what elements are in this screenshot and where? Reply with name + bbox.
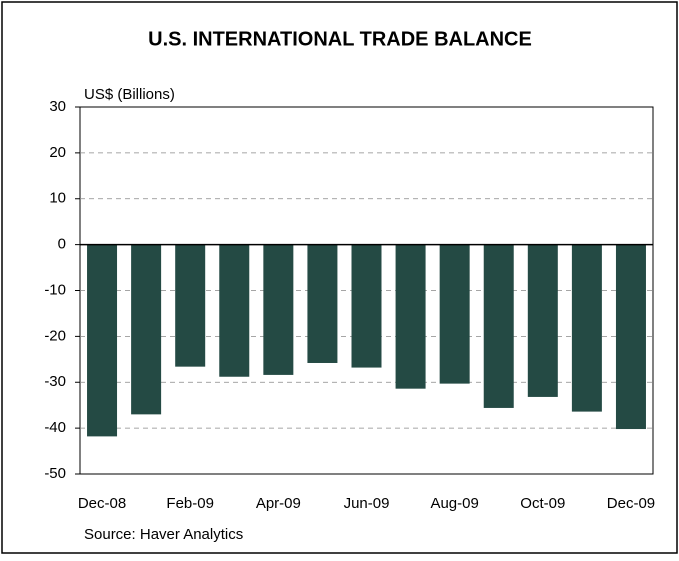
y-tick-label: 30 <box>49 98 66 115</box>
bar <box>175 244 206 367</box>
y-tick-label: -50 <box>44 465 66 482</box>
y-tick-label: 0 <box>58 236 66 253</box>
bar <box>527 244 558 397</box>
y-tick-label: 20 <box>49 144 66 161</box>
bar <box>263 244 294 375</box>
x-tick-label: Jun-09 <box>344 495 390 512</box>
bar <box>395 244 426 389</box>
bar <box>219 244 250 377</box>
bar <box>87 244 118 437</box>
bar <box>307 244 338 363</box>
x-tick-label: Feb-09 <box>166 495 214 512</box>
bar <box>131 244 162 415</box>
source-note: Source: Haver Analytics <box>84 526 243 543</box>
bar <box>615 244 646 430</box>
y-tick-label: -10 <box>44 281 66 298</box>
x-tick-label: Dec-08 <box>78 495 126 512</box>
bar <box>483 244 514 408</box>
bar <box>351 244 382 368</box>
x-tick-label: Apr-09 <box>256 495 301 512</box>
y-tick-label: -40 <box>44 419 66 436</box>
y-tick-label: -30 <box>44 373 66 390</box>
bar <box>439 244 470 384</box>
bar <box>571 244 602 412</box>
y-tick-label: -20 <box>44 327 66 344</box>
y-axis-label: US$ (Billions) <box>84 86 175 103</box>
chart-title: U.S. INTERNATIONAL TRADE BALANCE <box>148 28 532 50</box>
y-tick-label: 10 <box>49 190 66 207</box>
x-tick-label: Dec-09 <box>607 495 655 512</box>
x-tick-label: Oct-09 <box>520 495 565 512</box>
x-tick-label: Aug-09 <box>430 495 478 512</box>
